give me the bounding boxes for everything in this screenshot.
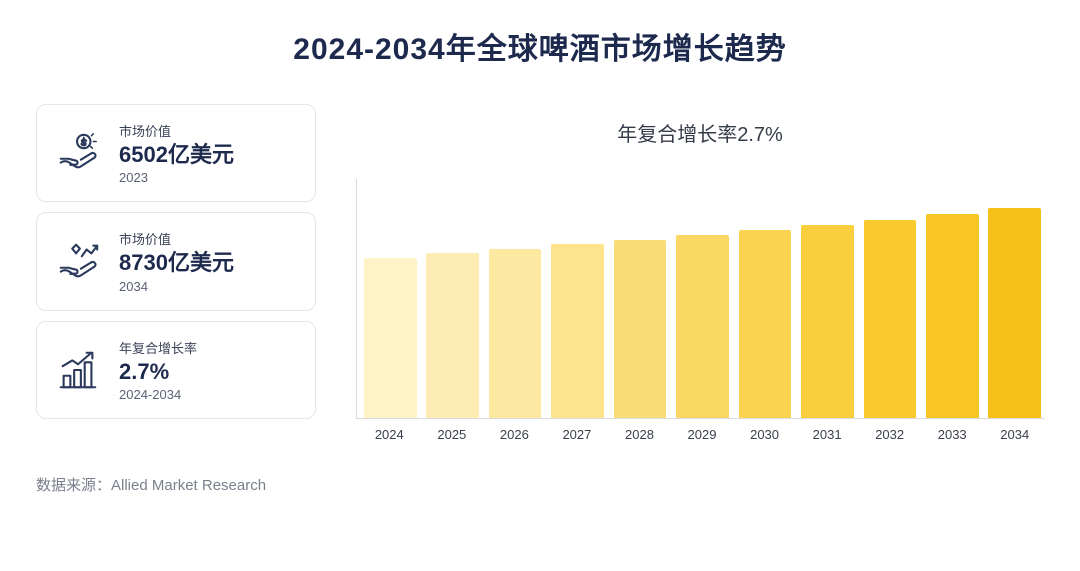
bar: [489, 249, 542, 418]
content-row: 市场价值 6502亿美元 2023 市场价值: [36, 96, 1044, 442]
x-tick-label: 2025: [423, 427, 482, 442]
bar: [864, 220, 917, 418]
x-tick-label: 2031: [798, 427, 857, 442]
x-tick-label: 2024: [360, 427, 419, 442]
source-prefix: 数据来源：: [36, 477, 111, 494]
page-title: 2024-2034年全球啤酒市场增长趋势: [36, 24, 1044, 68]
stat-value: 6502亿美元: [119, 142, 297, 168]
stat-value: 8730亿美元: [119, 250, 297, 276]
chart-area: 年复合增长率2.7% 20242025202620272028202920302…: [356, 96, 1044, 442]
stat-card-market-2034: 市场价值 8730亿美元 2034: [36, 212, 316, 310]
stat-value: 2.7%: [119, 359, 297, 385]
bar-chart: [356, 179, 1044, 419]
bar-group: [611, 240, 669, 418]
x-axis-labels: 2024 20252026 20272028 20292030 20312032 2033…: [356, 427, 1044, 442]
stat-sub: 2034: [119, 279, 297, 294]
bar-group: [923, 214, 981, 418]
bar: [988, 208, 1041, 418]
x-tick-label: 2033: [923, 427, 982, 442]
bar-group: [361, 258, 419, 418]
stats-sidebar: 市场价值 6502亿美元 2023 市场价值: [36, 96, 316, 442]
bar-arrow-growth-icon: [55, 347, 101, 393]
hand-dollar-icon: [55, 130, 101, 176]
x-tick-label: 2030: [735, 427, 794, 442]
stat-label: 市场价值: [119, 121, 297, 140]
x-tick-label: 2032: [860, 427, 919, 442]
stat-card-cagr: 年复合增长率 2.7% 2024-2034: [36, 321, 316, 419]
bar-group: [548, 244, 606, 418]
data-source: 数据来源：Allied Market Research: [36, 474, 1044, 495]
chart-subtitle: 年复合增长率2.7%: [356, 118, 1044, 147]
bar: [926, 214, 979, 418]
x-tick-label: 2027: [548, 427, 607, 442]
bar: [801, 225, 854, 418]
bar: [739, 230, 792, 418]
bar-group: [423, 253, 481, 418]
stat-card-market-2023: 市场价值 6502亿美元 2023: [36, 104, 316, 202]
bar: [614, 240, 667, 418]
bar: [551, 244, 604, 418]
bar: [426, 253, 479, 418]
x-tick-label: 2026: [485, 427, 544, 442]
x-tick-label: 2029: [673, 427, 732, 442]
x-tick-label: 2028: [610, 427, 669, 442]
bar: [364, 258, 417, 418]
stat-label: 市场价值: [119, 229, 297, 248]
bar-group: [736, 230, 794, 418]
bar-group: [486, 249, 544, 418]
bar: [676, 235, 729, 418]
bar-group: [861, 220, 919, 418]
source-name: Allied Market Research: [111, 477, 266, 494]
bar-group: [673, 235, 731, 418]
stat-sub: 2024-2034: [119, 387, 297, 402]
stat-sub: 2023: [119, 170, 297, 185]
stat-label: 年复合增长率: [119, 338, 297, 357]
hand-diamond-growth-icon: [55, 239, 101, 285]
x-tick-label: 2034: [985, 427, 1044, 442]
bar-group: [986, 208, 1044, 418]
bar-group: [798, 225, 856, 418]
